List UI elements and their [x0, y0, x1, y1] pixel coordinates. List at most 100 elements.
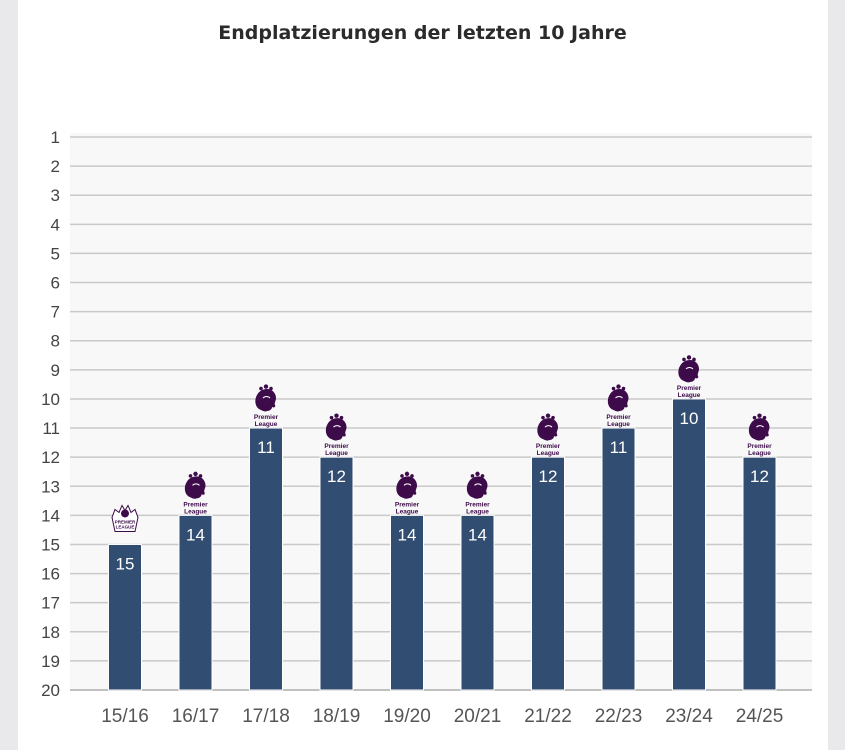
x-tick-label: 22/23	[595, 706, 643, 727]
lion-head-shape	[537, 418, 558, 441]
lion-detail	[262, 396, 271, 399]
lion-head-shape	[607, 389, 629, 412]
bar-value-label: 11	[610, 438, 628, 457]
bar	[460, 514, 495, 691]
badge-text-line1: Premier	[606, 414, 631, 421]
bar-value-label: 14	[468, 525, 487, 544]
crown-dot	[611, 386, 616, 391]
y-tick-label: 13	[41, 477, 60, 496]
y-tick-label: 3	[51, 186, 60, 205]
lion-head-shape	[748, 418, 770, 441]
bar-value-label: 14	[398, 525, 417, 544]
bar	[672, 398, 706, 691]
bar-value-label: 14	[186, 525, 205, 544]
x-tick-label: 18/19	[313, 706, 361, 727]
crown-dot	[404, 471, 410, 477]
lion-detail	[756, 425, 764, 428]
lion-head-shape	[466, 476, 488, 499]
badge-text-line2: LEAGUE	[116, 524, 135, 529]
old-badge-lion	[121, 509, 129, 518]
chart-title: Endplatzierungen der letzten 10 Jahre	[218, 22, 627, 44]
y-tick-label: 15	[41, 535, 60, 554]
badge-text-line2: League	[607, 421, 630, 428]
badge-text-line1: Premier	[465, 501, 490, 508]
bar	[601, 427, 636, 691]
lion-detail	[544, 425, 553, 428]
crown-dot	[551, 415, 555, 420]
badge-text-line1: Premier	[536, 443, 561, 450]
x-tick-label: 19/20	[383, 706, 431, 727]
x-tick-label: 16/17	[172, 706, 220, 727]
y-tick-label: 12	[41, 448, 60, 467]
lion-head-shape	[184, 476, 206, 499]
bar	[390, 514, 424, 691]
badge-text-line2: League	[255, 421, 278, 428]
badge-text-line2: League	[325, 450, 348, 457]
y-tick-label: 9	[51, 361, 60, 380]
crown-dot	[475, 471, 480, 477]
bar	[742, 456, 777, 691]
badge-text-line2: League	[678, 392, 701, 399]
badge-text-line2: League	[537, 450, 560, 457]
y-tick-label: 10	[41, 390, 60, 409]
crown-dot	[682, 357, 686, 362]
bar-value-label: 10	[680, 409, 699, 428]
lion-head-shape	[396, 476, 417, 499]
y-tick-label: 2	[51, 157, 60, 176]
crown-dot	[757, 413, 762, 418]
lion-head-shape	[255, 389, 276, 412]
y-tick-label: 20	[41, 681, 60, 700]
bar-value-label: 12	[327, 467, 346, 486]
crown-dot	[621, 386, 626, 391]
bar-value-label: 15	[116, 554, 135, 573]
badge-text-line2: League	[748, 450, 771, 457]
y-tick-label: 8	[51, 332, 60, 351]
crown-dot	[329, 415, 334, 420]
crown-dot	[545, 413, 551, 418]
x-tick-label: 21/22	[524, 706, 572, 727]
bar	[249, 427, 283, 691]
badge-text-line2: League	[396, 508, 419, 515]
crown-dot	[263, 384, 269, 389]
lion-head-shape	[325, 418, 347, 441]
old-badge-shield	[111, 504, 139, 532]
y-tick-label: 5	[51, 244, 60, 263]
x-tick-label: 17/18	[242, 706, 290, 727]
y-tick-label: 11	[42, 419, 60, 438]
crown-dot	[470, 474, 475, 478]
lion-detail	[685, 366, 694, 370]
crown-dot	[410, 474, 414, 478]
x-tick-label: 20/21	[454, 706, 502, 727]
crown-dot	[334, 413, 339, 418]
crown-dot	[692, 357, 696, 362]
y-tick-label: 14	[41, 506, 60, 525]
crown-dot	[541, 415, 545, 420]
crown-dot	[188, 474, 193, 478]
crown-dot	[198, 474, 203, 478]
y-tick-label: 6	[51, 274, 60, 293]
x-tick-label: 23/24	[665, 706, 713, 727]
crown-dot	[193, 471, 198, 477]
badge-text-line2: League	[466, 508, 489, 515]
badge-text-line1: Premier	[747, 443, 772, 450]
lion-head-shape	[678, 359, 699, 383]
x-tick-label: 15/16	[101, 706, 149, 727]
bar	[319, 456, 354, 691]
bar-value-label: 11	[257, 438, 275, 457]
y-tick-label: 4	[51, 215, 60, 234]
y-tick-label: 17	[41, 594, 60, 613]
y-tick-label: 18	[41, 623, 60, 642]
crown-dot	[686, 355, 692, 360]
badge-text-line1: PREMIER	[115, 519, 136, 524]
crown-dot	[269, 386, 273, 391]
bar-value-label: 12	[539, 467, 558, 486]
